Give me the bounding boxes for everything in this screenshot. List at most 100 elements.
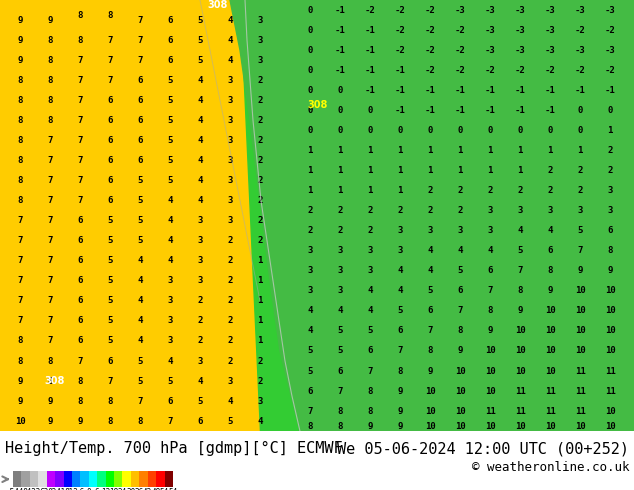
Text: -1: -1 bbox=[425, 86, 436, 95]
Text: 7: 7 bbox=[138, 56, 143, 65]
Text: 1: 1 bbox=[257, 276, 262, 285]
Text: 7: 7 bbox=[107, 36, 113, 45]
Text: 1: 1 bbox=[367, 146, 373, 155]
Text: 9: 9 bbox=[398, 407, 403, 416]
Text: 3: 3 bbox=[607, 206, 612, 215]
Text: 2: 2 bbox=[257, 216, 262, 225]
Text: 0: 0 bbox=[578, 126, 583, 135]
Text: 10: 10 bbox=[574, 326, 585, 336]
Text: 10: 10 bbox=[425, 407, 436, 416]
Text: 9: 9 bbox=[48, 416, 53, 426]
Bar bbox=[47, 471, 55, 487]
Text: 11: 11 bbox=[515, 387, 526, 395]
Bar bbox=[106, 471, 114, 487]
Text: 6: 6 bbox=[337, 367, 343, 375]
Text: 8: 8 bbox=[48, 96, 53, 105]
Text: 6: 6 bbox=[138, 96, 143, 105]
Text: 10: 10 bbox=[545, 326, 555, 336]
Text: 5: 5 bbox=[107, 216, 113, 225]
Text: 10: 10 bbox=[605, 346, 616, 355]
Text: 8: 8 bbox=[337, 422, 343, 431]
Text: 9: 9 bbox=[398, 387, 403, 395]
Text: 8: 8 bbox=[17, 136, 23, 145]
Text: 5: 5 bbox=[167, 176, 172, 185]
Text: 7: 7 bbox=[17, 256, 23, 265]
Text: 3: 3 bbox=[228, 116, 233, 125]
Text: 36: 36 bbox=[134, 488, 144, 490]
Text: 2: 2 bbox=[578, 186, 583, 195]
Text: 3: 3 bbox=[457, 226, 463, 235]
Text: 2: 2 bbox=[228, 296, 233, 305]
Text: 5: 5 bbox=[138, 216, 143, 225]
Text: 4: 4 bbox=[197, 116, 203, 125]
Text: 8: 8 bbox=[77, 11, 82, 20]
Text: 4: 4 bbox=[167, 357, 172, 366]
Text: 4: 4 bbox=[547, 226, 553, 235]
Text: 3: 3 bbox=[488, 206, 493, 215]
Text: 4: 4 bbox=[337, 306, 343, 316]
Text: 7: 7 bbox=[77, 76, 82, 85]
Text: 0: 0 bbox=[488, 126, 493, 135]
Text: 0: 0 bbox=[427, 126, 432, 135]
Text: 10: 10 bbox=[484, 367, 495, 375]
Text: 10: 10 bbox=[484, 346, 495, 355]
Text: 5: 5 bbox=[457, 266, 463, 275]
Text: Height/Temp. 700 hPa [gdmp][°C] ECMWF: Height/Temp. 700 hPa [gdmp][°C] ECMWF bbox=[5, 441, 342, 456]
Text: 6: 6 bbox=[95, 488, 100, 490]
Text: 8: 8 bbox=[77, 36, 82, 45]
Text: 0: 0 bbox=[307, 126, 313, 135]
Text: 2: 2 bbox=[337, 226, 343, 235]
Text: 11: 11 bbox=[515, 407, 526, 416]
Text: 6: 6 bbox=[77, 317, 82, 325]
Text: 7: 7 bbox=[77, 176, 82, 185]
Text: © weatheronline.co.uk: © weatheronline.co.uk bbox=[472, 461, 629, 474]
Text: 7: 7 bbox=[77, 357, 82, 366]
Text: -2: -2 bbox=[425, 46, 436, 55]
Text: 10: 10 bbox=[515, 367, 526, 375]
Text: -1: -1 bbox=[574, 86, 585, 95]
Text: 10: 10 bbox=[455, 367, 465, 375]
Text: 3: 3 bbox=[167, 317, 172, 325]
Text: 3: 3 bbox=[257, 396, 262, 406]
Text: 2: 2 bbox=[257, 136, 262, 145]
Bar bbox=[114, 471, 122, 487]
Text: 8: 8 bbox=[17, 196, 23, 205]
Text: 3: 3 bbox=[307, 246, 313, 255]
Text: 6: 6 bbox=[398, 326, 403, 336]
Text: 1: 1 bbox=[427, 166, 432, 175]
Text: 7: 7 bbox=[517, 266, 522, 275]
Text: -2: -2 bbox=[365, 5, 375, 15]
Text: 0: 0 bbox=[337, 126, 343, 135]
Text: 2: 2 bbox=[257, 156, 262, 165]
Text: 6: 6 bbox=[107, 116, 113, 125]
Text: 9: 9 bbox=[607, 266, 612, 275]
Text: 1: 1 bbox=[517, 166, 522, 175]
Text: 4: 4 bbox=[228, 56, 233, 65]
Text: 4: 4 bbox=[197, 136, 203, 145]
Text: 0: 0 bbox=[337, 106, 343, 115]
Text: 3: 3 bbox=[367, 266, 373, 275]
Text: 10: 10 bbox=[574, 286, 585, 295]
Text: 8: 8 bbox=[48, 56, 53, 65]
Text: 10: 10 bbox=[425, 387, 436, 395]
Text: 6: 6 bbox=[107, 357, 113, 366]
Text: -3: -3 bbox=[515, 46, 526, 55]
Text: 4: 4 bbox=[228, 36, 233, 45]
Text: 2: 2 bbox=[257, 196, 262, 205]
Text: 5: 5 bbox=[337, 326, 343, 336]
Text: 10: 10 bbox=[545, 422, 555, 431]
Bar bbox=[81, 471, 89, 487]
Text: 5: 5 bbox=[167, 116, 172, 125]
Text: 6: 6 bbox=[457, 286, 463, 295]
Text: 1: 1 bbox=[257, 337, 262, 345]
Text: 3: 3 bbox=[197, 357, 203, 366]
Text: 1: 1 bbox=[488, 166, 493, 175]
Text: 3: 3 bbox=[578, 206, 583, 215]
Text: 3: 3 bbox=[398, 226, 403, 235]
Text: 0: 0 bbox=[307, 25, 313, 35]
Text: 7: 7 bbox=[107, 376, 113, 386]
Text: -1: -1 bbox=[515, 86, 526, 95]
Text: 3: 3 bbox=[228, 76, 233, 85]
Text: 3: 3 bbox=[257, 36, 262, 45]
Text: -1: -1 bbox=[365, 25, 375, 35]
